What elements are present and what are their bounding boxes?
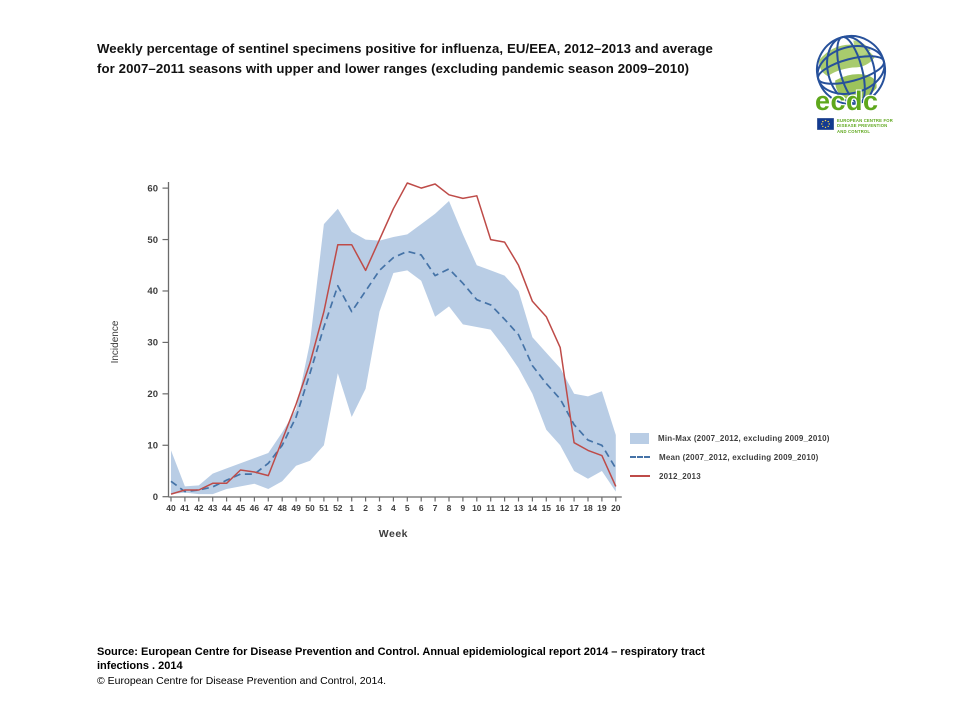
x-tick-label: 45 [236, 503, 246, 513]
legend-item-mean: Mean (2007_2012, excluding 2009_2010) [630, 451, 830, 463]
x-tick-label: 42 [194, 503, 204, 513]
x-tick-label: 13 [514, 503, 524, 513]
x-tick-label: 46 [250, 503, 260, 513]
x-tick-label: 40 [166, 503, 176, 513]
x-tick-label: 11 [486, 503, 495, 513]
x-tick-label: 44 [222, 503, 232, 513]
x-tick-label: 14 [528, 503, 538, 513]
legend-item-minmax: Min-Max (2007_2012, excluding 2009_2010) [630, 432, 830, 444]
ecdc-wordmark: ecdc [815, 86, 879, 116]
x-tick-label: 9 [461, 503, 466, 513]
x-tick-label: 41 [180, 503, 190, 513]
x-tick-label: 51 [319, 503, 329, 513]
season-2012-2013-line [170, 182, 617, 495]
mean-line [170, 250, 617, 493]
x-tick-label: 18 [583, 503, 593, 513]
x-tick-label: 16 [555, 503, 565, 513]
y-tick-label: 40 [147, 286, 158, 297]
x-tick-label: 19 [597, 503, 607, 513]
x-tick-label: 1 [349, 503, 354, 513]
legend-item-2012-2013: 2012_2013 [630, 470, 830, 482]
chart-title-line1: Weekly percentage of sentinel specimens … [97, 41, 713, 56]
x-tick-label: 43 [208, 503, 218, 513]
globe-icon [816, 35, 886, 105]
copyright-text: © European Centre for Disease Prevention… [97, 674, 387, 687]
x-tick-label: 20 [611, 503, 621, 513]
x-tick-label: 17 [569, 503, 579, 513]
x-tick-label: 50 [305, 503, 315, 513]
x-tick-label: 7 [433, 503, 438, 513]
y-tick-label: 0 [153, 492, 158, 503]
chart-title: Weekly percentage of sentinel specimens … [97, 39, 777, 79]
x-tick-label: 49 [291, 503, 301, 513]
x-tick-label: 52 [333, 503, 343, 513]
x-tick-label: 5 [405, 503, 410, 513]
x-tick-label: 6 [419, 503, 424, 513]
y-axis-title: Incidence [110, 320, 121, 363]
x-tick-label: 10 [472, 503, 482, 513]
x-tick-label: 3 [377, 503, 382, 513]
y-tick-label: 50 [147, 235, 158, 246]
minmax-band [171, 201, 616, 495]
ecdc-logo: ecdc EUROPEAN CENTRE FOR DISEASE PREVENT… [799, 30, 907, 134]
y-tick-label: 10 [147, 440, 158, 451]
source-text: Source: European Centre for Disease Prev… [97, 646, 705, 673]
legend-swatch-mean [630, 456, 650, 458]
x-tick-label: 15 [542, 503, 552, 513]
x-tick-label: 2 [363, 503, 368, 513]
chart-title-line2: for 2007–2011 seasons with upper and low… [97, 60, 690, 76]
logo-bottom: EUROPEAN CENTRE FOR DISEASE PREVENTION A… [817, 118, 893, 134]
legend-swatch-2012-2013 [630, 475, 650, 477]
logo-org-text: EUROPEAN CENTRE FOR DISEASE PREVENTION A… [837, 118, 893, 134]
y-tick-label: 60 [147, 183, 158, 194]
x-axis-title: Week [379, 528, 408, 540]
chart-legend: Min-Max (2007_2012, excluding 2009_2010)… [630, 432, 830, 489]
legend-label-mean: Mean (2007_2012, excluding 2009_2010) [659, 452, 819, 462]
legend-label-minmax: Min-Max (2007_2012, excluding 2009_2010) [658, 433, 830, 443]
eu-flag-icon [817, 118, 834, 130]
legend-swatch-minmax [630, 432, 649, 444]
y-tick-label: 20 [147, 389, 158, 400]
x-tick-label: 47 [264, 503, 274, 513]
x-tick-label: 12 [500, 503, 510, 513]
x-tick-label: 4 [391, 503, 396, 513]
source-block: Source: European Centre for Disease Prev… [97, 645, 757, 687]
x-tick-label: 8 [447, 503, 452, 513]
legend-label-2012-2013: 2012_2013 [659, 471, 701, 481]
x-tick-label: 48 [277, 503, 287, 513]
y-tick-label: 30 [147, 338, 158, 349]
